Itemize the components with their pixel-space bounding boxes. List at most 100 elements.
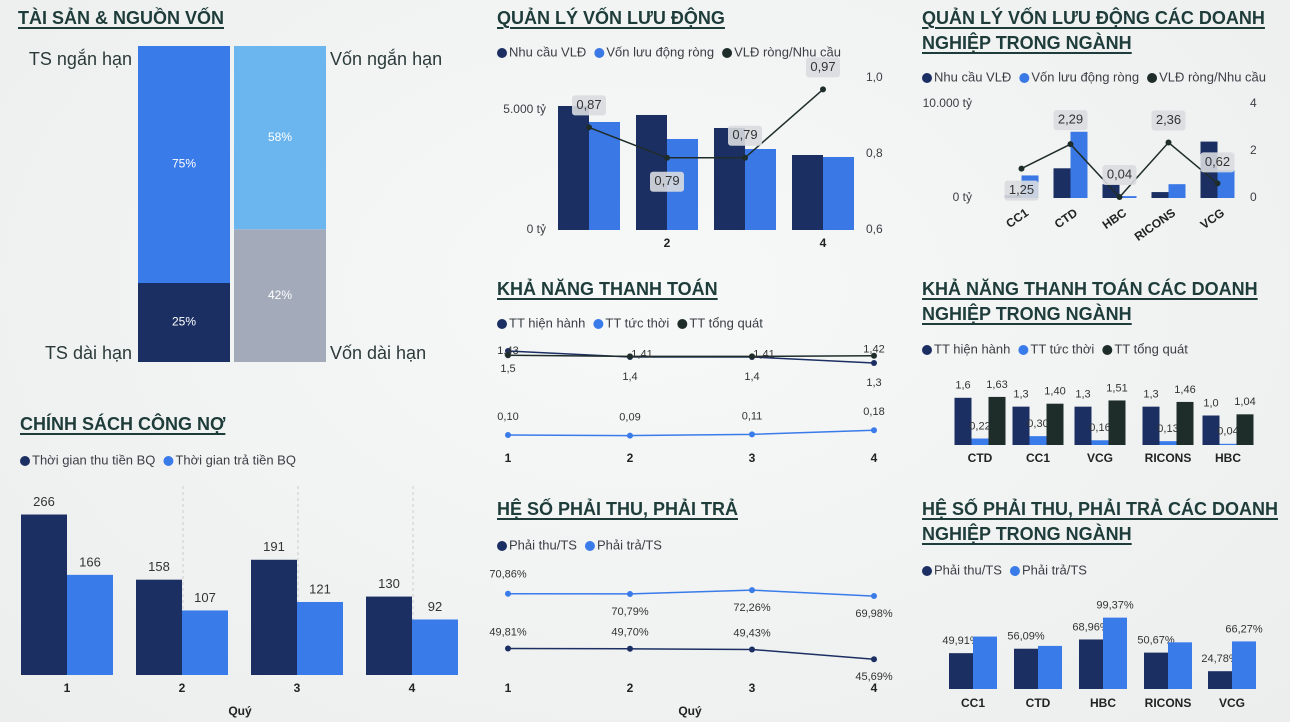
x-tick-label: HBC (1090, 696, 1116, 710)
x-tick-label: 2 (179, 681, 186, 695)
bar (1079, 639, 1103, 689)
segment-name: Vốn dài hạn (330, 343, 426, 363)
value-label: 42% (268, 288, 292, 302)
point (627, 645, 633, 652)
bar (182, 610, 228, 675)
x-tick-label: VCG (1219, 696, 1245, 710)
y-tick-label: 5.000 tỷ (503, 102, 546, 116)
value-label: 1,51 (1106, 382, 1127, 394)
chart-title: QUẢN LÝ VỐN LƯU ĐỘNG (497, 8, 725, 28)
point (505, 352, 511, 359)
chart-title: HỆ SỐ PHẢI THU, PHẢI TRẢ (497, 499, 739, 519)
bar (297, 601, 343, 675)
legend-label: Thời gian thu tiền BQ (32, 452, 155, 467)
bar (954, 397, 972, 445)
bar-segment (138, 283, 230, 362)
value-label: 49,70% (611, 627, 649, 639)
value-label: 130 (378, 576, 400, 591)
bar (1159, 441, 1177, 445)
bar (1046, 403, 1064, 445)
bar (1142, 406, 1160, 445)
legend-label: Nhu cầu VLĐ (934, 69, 1011, 84)
legend-label: TT tổng quát (689, 315, 763, 330)
bar (1070, 131, 1088, 198)
chart-title: KHẢ NĂNG THANH TOÁN CÁC DOANH NGHIỆP TRO… (922, 279, 1258, 324)
bar (1151, 192, 1169, 198)
line (588, 88, 824, 159)
chart-title: CHÍNH SÁCH CÔNG NỢ (20, 414, 226, 434)
value-label: 24,78% (1201, 653, 1239, 665)
legend-marker (1147, 73, 1158, 83)
label-box (806, 57, 840, 78)
label-box (1151, 110, 1186, 131)
value-label: 49,81% (489, 626, 527, 638)
value-label: 1,41 (753, 348, 774, 360)
value-label: 25% (172, 315, 196, 329)
point (1116, 194, 1123, 201)
value-label: 191 (263, 539, 285, 554)
value-label: 49,43% (733, 627, 771, 639)
legend-label: Phải trả/TS (1022, 562, 1087, 577)
value-label: 45,69% (855, 671, 893, 683)
bar (1074, 406, 1092, 445)
bar (988, 396, 1006, 445)
bar (67, 574, 113, 675)
x-tick-label: RICONS (1145, 451, 1192, 465)
legend-marker (593, 319, 604, 329)
value-label: 0,62 (1205, 154, 1230, 169)
legend-label: Nhu cầu VLĐ (509, 44, 586, 59)
point (1214, 180, 1221, 187)
value-label: 56,09% (1007, 631, 1045, 643)
value-label: 1,25 (1009, 182, 1034, 197)
x-tick-label: 3 (294, 681, 301, 695)
point (505, 590, 511, 597)
point (627, 353, 633, 360)
legend-marker (1009, 566, 1020, 576)
point (1018, 165, 1025, 172)
value-label: 0,30 (1027, 418, 1048, 430)
value-label: 1,40 (1044, 386, 1065, 398)
value-label: 1,42 (863, 344, 884, 356)
legend-label: TT hiện hành (509, 315, 585, 330)
value-label: 0,04 (1107, 166, 1132, 181)
point (505, 432, 511, 438)
bar (823, 156, 854, 230)
legend-marker (677, 319, 688, 329)
point (871, 656, 877, 663)
x-tick-label: 4 (871, 451, 878, 465)
legend-marker (497, 319, 507, 329)
value-label: 0,16 (1089, 422, 1110, 434)
point (749, 353, 755, 360)
x-tick-label: CTD (1052, 205, 1081, 231)
value-label: 2,29 (1058, 112, 1083, 127)
x-tick-label: CTD (968, 451, 993, 465)
bar (1144, 652, 1168, 689)
point (749, 431, 755, 438)
legend-marker (20, 456, 30, 466)
legend-label: Phải thu/TS (934, 562, 1002, 577)
x-tick-label: RICONS (1145, 696, 1192, 710)
x-tick-label: 2 (664, 236, 671, 250)
legend-label: VLĐ ròng/Nhu cầu (1159, 69, 1266, 84)
value-label: 92 (428, 599, 442, 614)
bar (1012, 406, 1030, 445)
y-tick-label: 10.000 tỷ (923, 96, 972, 110)
bar (973, 636, 997, 689)
x-axis-title: Quý (678, 704, 702, 718)
value-label: 1,41 (631, 348, 652, 360)
value-label: 121 (309, 581, 331, 596)
value-label: 50,67% (1137, 635, 1175, 647)
point (871, 360, 877, 366)
line (507, 354, 875, 358)
segment-name: Vốn ngắn hạn (330, 48, 442, 69)
x-tick-label: 4 (871, 681, 878, 695)
x-tick-label: CC1 (1026, 451, 1050, 465)
value-label: 1,46 (1174, 384, 1195, 396)
y2-tick-label: 0 (1250, 190, 1257, 204)
bar-segment (234, 46, 326, 230)
value-label: 0,79 (654, 173, 679, 188)
x-axis-title: Quý (228, 704, 252, 718)
plot: 0 tỷ 10.000 tỷ 0 2 4 CC1 CTD HBC RICONS VCG 1,25 2,… (923, 96, 1257, 244)
x-tick-label: 1 (64, 681, 71, 695)
